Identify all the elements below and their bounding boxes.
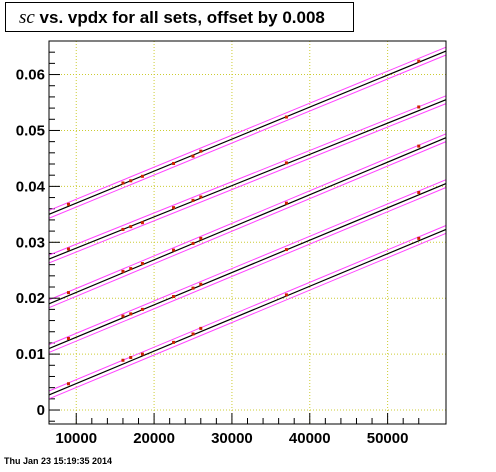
chart-title: sc vs. vpdx for all sets, offset by 0.00… bbox=[19, 7, 325, 29]
series-0-point-5 bbox=[191, 332, 195, 336]
series-4-point-5 bbox=[191, 154, 195, 158]
series-0-point-2 bbox=[129, 355, 133, 359]
series-2-point-3 bbox=[140, 262, 144, 266]
series-4-point-1 bbox=[121, 181, 125, 185]
series-1-band-1 bbox=[48, 179, 447, 346]
chart-title-text: vs. vpdx for all sets, offset by 0.008 bbox=[34, 8, 325, 27]
series-2-point-5 bbox=[191, 241, 195, 245]
series-3-point-1 bbox=[121, 227, 125, 231]
plot-frame bbox=[48, 40, 447, 425]
series-2-point-1 bbox=[121, 269, 125, 273]
series-4-point-3 bbox=[140, 174, 144, 178]
series-1-point-5 bbox=[191, 286, 195, 290]
y-tick-label-1: 0.01 bbox=[16, 346, 45, 363]
y-tick-label-4: 0.04 bbox=[16, 178, 46, 195]
series-1-point-3 bbox=[140, 307, 144, 311]
series-1-point-4 bbox=[172, 295, 176, 299]
series-0-point-3 bbox=[140, 352, 144, 356]
series-4-fit-line bbox=[48, 50, 447, 215]
series-3-point-4 bbox=[172, 206, 176, 210]
series-3-band-1 bbox=[48, 95, 447, 256]
series-4-point-0 bbox=[66, 202, 70, 206]
series-2-point-6 bbox=[199, 236, 203, 240]
series-0-point-1 bbox=[121, 358, 125, 362]
y-tick-label-6: 0.06 bbox=[16, 67, 45, 84]
series-0-fit-line bbox=[48, 228, 447, 396]
chart-title-symbol: sc bbox=[19, 7, 35, 28]
series-2-point-0 bbox=[66, 291, 70, 295]
series-2-point-7 bbox=[284, 201, 288, 205]
series-0-point-8 bbox=[417, 236, 421, 240]
y-tick-label-3: 0.03 bbox=[16, 234, 45, 251]
series-1-band-0 bbox=[48, 187, 447, 353]
series-1-point-1 bbox=[121, 314, 125, 318]
series-1-point-8 bbox=[417, 191, 421, 195]
series-1-point-7 bbox=[284, 248, 288, 252]
y-tick-label-5: 0.05 bbox=[16, 122, 45, 139]
timestamp-footer: Thu Jan 23 15:19:35 2014 bbox=[4, 456, 113, 466]
series-4-point-8 bbox=[417, 59, 421, 63]
series-0-point-0 bbox=[66, 382, 70, 386]
series-3-point-7 bbox=[284, 161, 288, 165]
series-1-point-0 bbox=[66, 336, 70, 340]
series-4-point-2 bbox=[129, 179, 133, 183]
series-3-point-6 bbox=[199, 195, 203, 199]
series-0-point-4 bbox=[172, 340, 176, 344]
series-0-point-6 bbox=[199, 326, 203, 330]
series-3-fit-line bbox=[48, 99, 447, 260]
series-4-point-6 bbox=[199, 149, 203, 153]
series-3-point-8 bbox=[417, 105, 421, 109]
x-tick-label-1: 20000 bbox=[133, 430, 175, 447]
series-1-point-6 bbox=[199, 282, 203, 286]
series-2-point-4 bbox=[172, 248, 176, 252]
series-4-point-4 bbox=[172, 161, 176, 165]
series-3-point-5 bbox=[191, 198, 195, 202]
series-3-point-0 bbox=[66, 247, 70, 251]
series-2-band-1 bbox=[48, 133, 447, 301]
x-tick-label-2: 30000 bbox=[211, 430, 253, 447]
series-0-band-1 bbox=[48, 225, 447, 392]
series-2-band-0 bbox=[48, 141, 447, 309]
series-3-point-2 bbox=[129, 225, 133, 229]
series-2-point-8 bbox=[417, 144, 421, 148]
series-0-point-7 bbox=[284, 293, 288, 297]
x-tick-label-0: 10000 bbox=[55, 430, 97, 447]
series-4-band-0 bbox=[48, 54, 447, 219]
series-1-point-2 bbox=[129, 312, 133, 316]
y-tick-label-0: 0 bbox=[37, 402, 45, 419]
y-tick-label-2: 0.02 bbox=[16, 290, 45, 307]
series-4-point-7 bbox=[284, 115, 288, 119]
chart-title-box: sc vs. vpdx for all sets, offset by 0.00… bbox=[5, 2, 354, 32]
series-1-fit-line bbox=[48, 183, 447, 350]
x-tick-label-4: 50000 bbox=[367, 430, 409, 447]
series-2-fit-line bbox=[48, 137, 447, 305]
series-2-point-2 bbox=[129, 267, 133, 271]
x-tick-label-3: 40000 bbox=[289, 430, 331, 447]
series-0-band-0 bbox=[48, 232, 447, 400]
series-3-band-0 bbox=[48, 103, 447, 264]
series-4-band-1 bbox=[48, 46, 447, 211]
series-3-point-3 bbox=[140, 221, 144, 225]
